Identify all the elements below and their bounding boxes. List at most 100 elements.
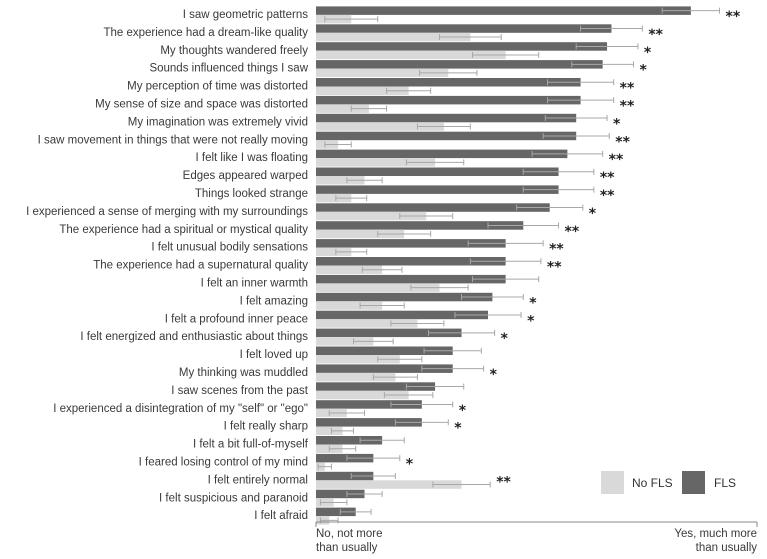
category-label: I felt energized and enthusiastic about …: [80, 331, 308, 343]
row-15: I felt an inner warmth: [201, 274, 540, 292]
errorbar-fls: [487, 222, 560, 229]
row-13: I felt unusual bodily sensations **: [151, 239, 564, 258]
row-14: The experience had a supernatural qualit…: [93, 257, 562, 276]
significance-marker: **: [726, 9, 741, 25]
errorbar-fls: [542, 132, 610, 139]
significance-marker: **: [615, 134, 630, 150]
bar-nofls: [316, 355, 400, 364]
bar-fls: [316, 436, 383, 445]
bar-fls: [316, 489, 365, 499]
category-label: My thoughts wandered freely: [160, 45, 308, 57]
category-label: The experience had a supernatural qualit…: [93, 260, 308, 272]
x-tick-label-max-line2: than usually: [696, 542, 758, 554]
errorbar-nofls: [472, 51, 540, 58]
bar-fls: [316, 167, 559, 176]
row-18: I felt energized and enthusiastic about …: [80, 328, 509, 347]
bar-nofls: [316, 104, 369, 113]
bar-fls: [316, 292, 493, 302]
significance-marker: **: [549, 242, 564, 258]
significance-marker: **: [609, 152, 624, 168]
errorbar-fls: [661, 7, 721, 14]
significance-marker: **: [648, 27, 663, 43]
row-5: My sense of size and space was distorted…: [95, 95, 635, 115]
x-tick-label-min-line1: No, not more: [316, 528, 382, 540]
category-label: I feared losing control of my mind: [139, 457, 308, 469]
category-label: I saw movement in things that were not r…: [38, 134, 308, 146]
category-label: I experienced a disintegration of my "se…: [53, 403, 308, 415]
category-label: I felt a profound inner peace: [165, 313, 308, 325]
errorbar-fls: [469, 258, 542, 265]
errorbar-nofls: [350, 105, 388, 112]
significance-marker: **: [496, 474, 511, 490]
category-label: I felt unusual bodily sensations: [151, 242, 308, 254]
bar-fls: [316, 310, 488, 320]
errorbar-fls: [359, 437, 405, 444]
errorbar-nofls: [386, 87, 432, 94]
row-26: I felt entirely normal **: [208, 471, 512, 490]
row-10: Things looked strange **: [195, 185, 615, 204]
bar-nofls: [316, 50, 506, 60]
significance-marker: **: [620, 81, 635, 97]
bar-fls: [316, 418, 422, 427]
row-7: I saw movement in things that were not r…: [38, 131, 631, 150]
bar-fls: [316, 42, 608, 51]
errorbar-fls: [547, 97, 615, 104]
bar-nofls: [316, 176, 365, 185]
errorbar-nofls: [377, 230, 432, 237]
significance-marker: *: [501, 331, 509, 347]
bar-nofls: [316, 86, 409, 95]
errorbar-fls: [571, 61, 635, 68]
errorbar-nofls: [317, 463, 332, 470]
errorbar-fls: [421, 365, 485, 372]
bar-fls: [316, 24, 612, 33]
bar-fls: [316, 453, 374, 463]
category-label: I felt an inner warmth: [201, 278, 308, 290]
category-label: Things looked strange: [195, 188, 308, 200]
legend-label-nofls: No FLS: [632, 476, 673, 490]
bar-fls: [316, 113, 577, 123]
significance-marker: *: [527, 313, 535, 329]
bar-fls: [316, 328, 462, 338]
errorbar-fls: [390, 401, 454, 408]
errorbar-fls: [575, 43, 639, 50]
bar-nofls: [316, 32, 471, 42]
row-16: I felt amazing *: [240, 292, 537, 311]
category-label: I felt afraid: [254, 510, 308, 522]
significance-marker: *: [640, 63, 648, 79]
errorbar-nofls: [335, 195, 368, 202]
bar-fls: [316, 203, 550, 212]
bar-nofls: [316, 193, 352, 203]
row-17: I felt a profound inner peace *: [165, 310, 535, 329]
errorbar-nofls: [405, 159, 465, 166]
bar-nofls: [316, 301, 383, 310]
bar-fls: [316, 274, 506, 284]
bar-fls: [316, 6, 691, 15]
bar-fls: [316, 382, 436, 391]
errorbar-fls: [405, 383, 465, 390]
errorbar-nofls: [359, 302, 405, 309]
category-label: I felt like I was floating: [196, 152, 309, 164]
errorbar-nofls: [377, 356, 423, 363]
category-label: Edges appeared warped: [183, 170, 308, 182]
errorbar-fls: [522, 168, 595, 175]
errorbar-nofls: [410, 284, 469, 291]
category-label: My perception of time was distorted: [127, 81, 308, 93]
errorbar-nofls: [390, 320, 445, 327]
errorbar-fls: [522, 186, 595, 193]
row-0: I saw geometric patterns **: [183, 6, 741, 25]
category-label: I felt really sharp: [224, 421, 308, 433]
errorbar-nofls: [324, 141, 352, 148]
category-label: Sounds influenced things I saw: [149, 63, 308, 75]
row-12: The experience had a spiritual or mystic…: [59, 221, 580, 240]
x-tick-label-max-line1: Yes, much more: [674, 528, 757, 540]
significance-marker: **: [600, 188, 615, 204]
category-label: I experienced a sense of merging with my…: [26, 206, 308, 218]
bar-fls: [316, 95, 581, 105]
errorbar-nofls: [328, 445, 357, 452]
errorbar-fls: [346, 455, 401, 462]
errorbar-fls: [467, 240, 544, 247]
category-label: The experience had a spiritual or mystic…: [59, 224, 308, 236]
bar-fls: [316, 78, 581, 87]
significance-marker: *: [490, 367, 498, 383]
bar-nofls: [316, 283, 440, 292]
